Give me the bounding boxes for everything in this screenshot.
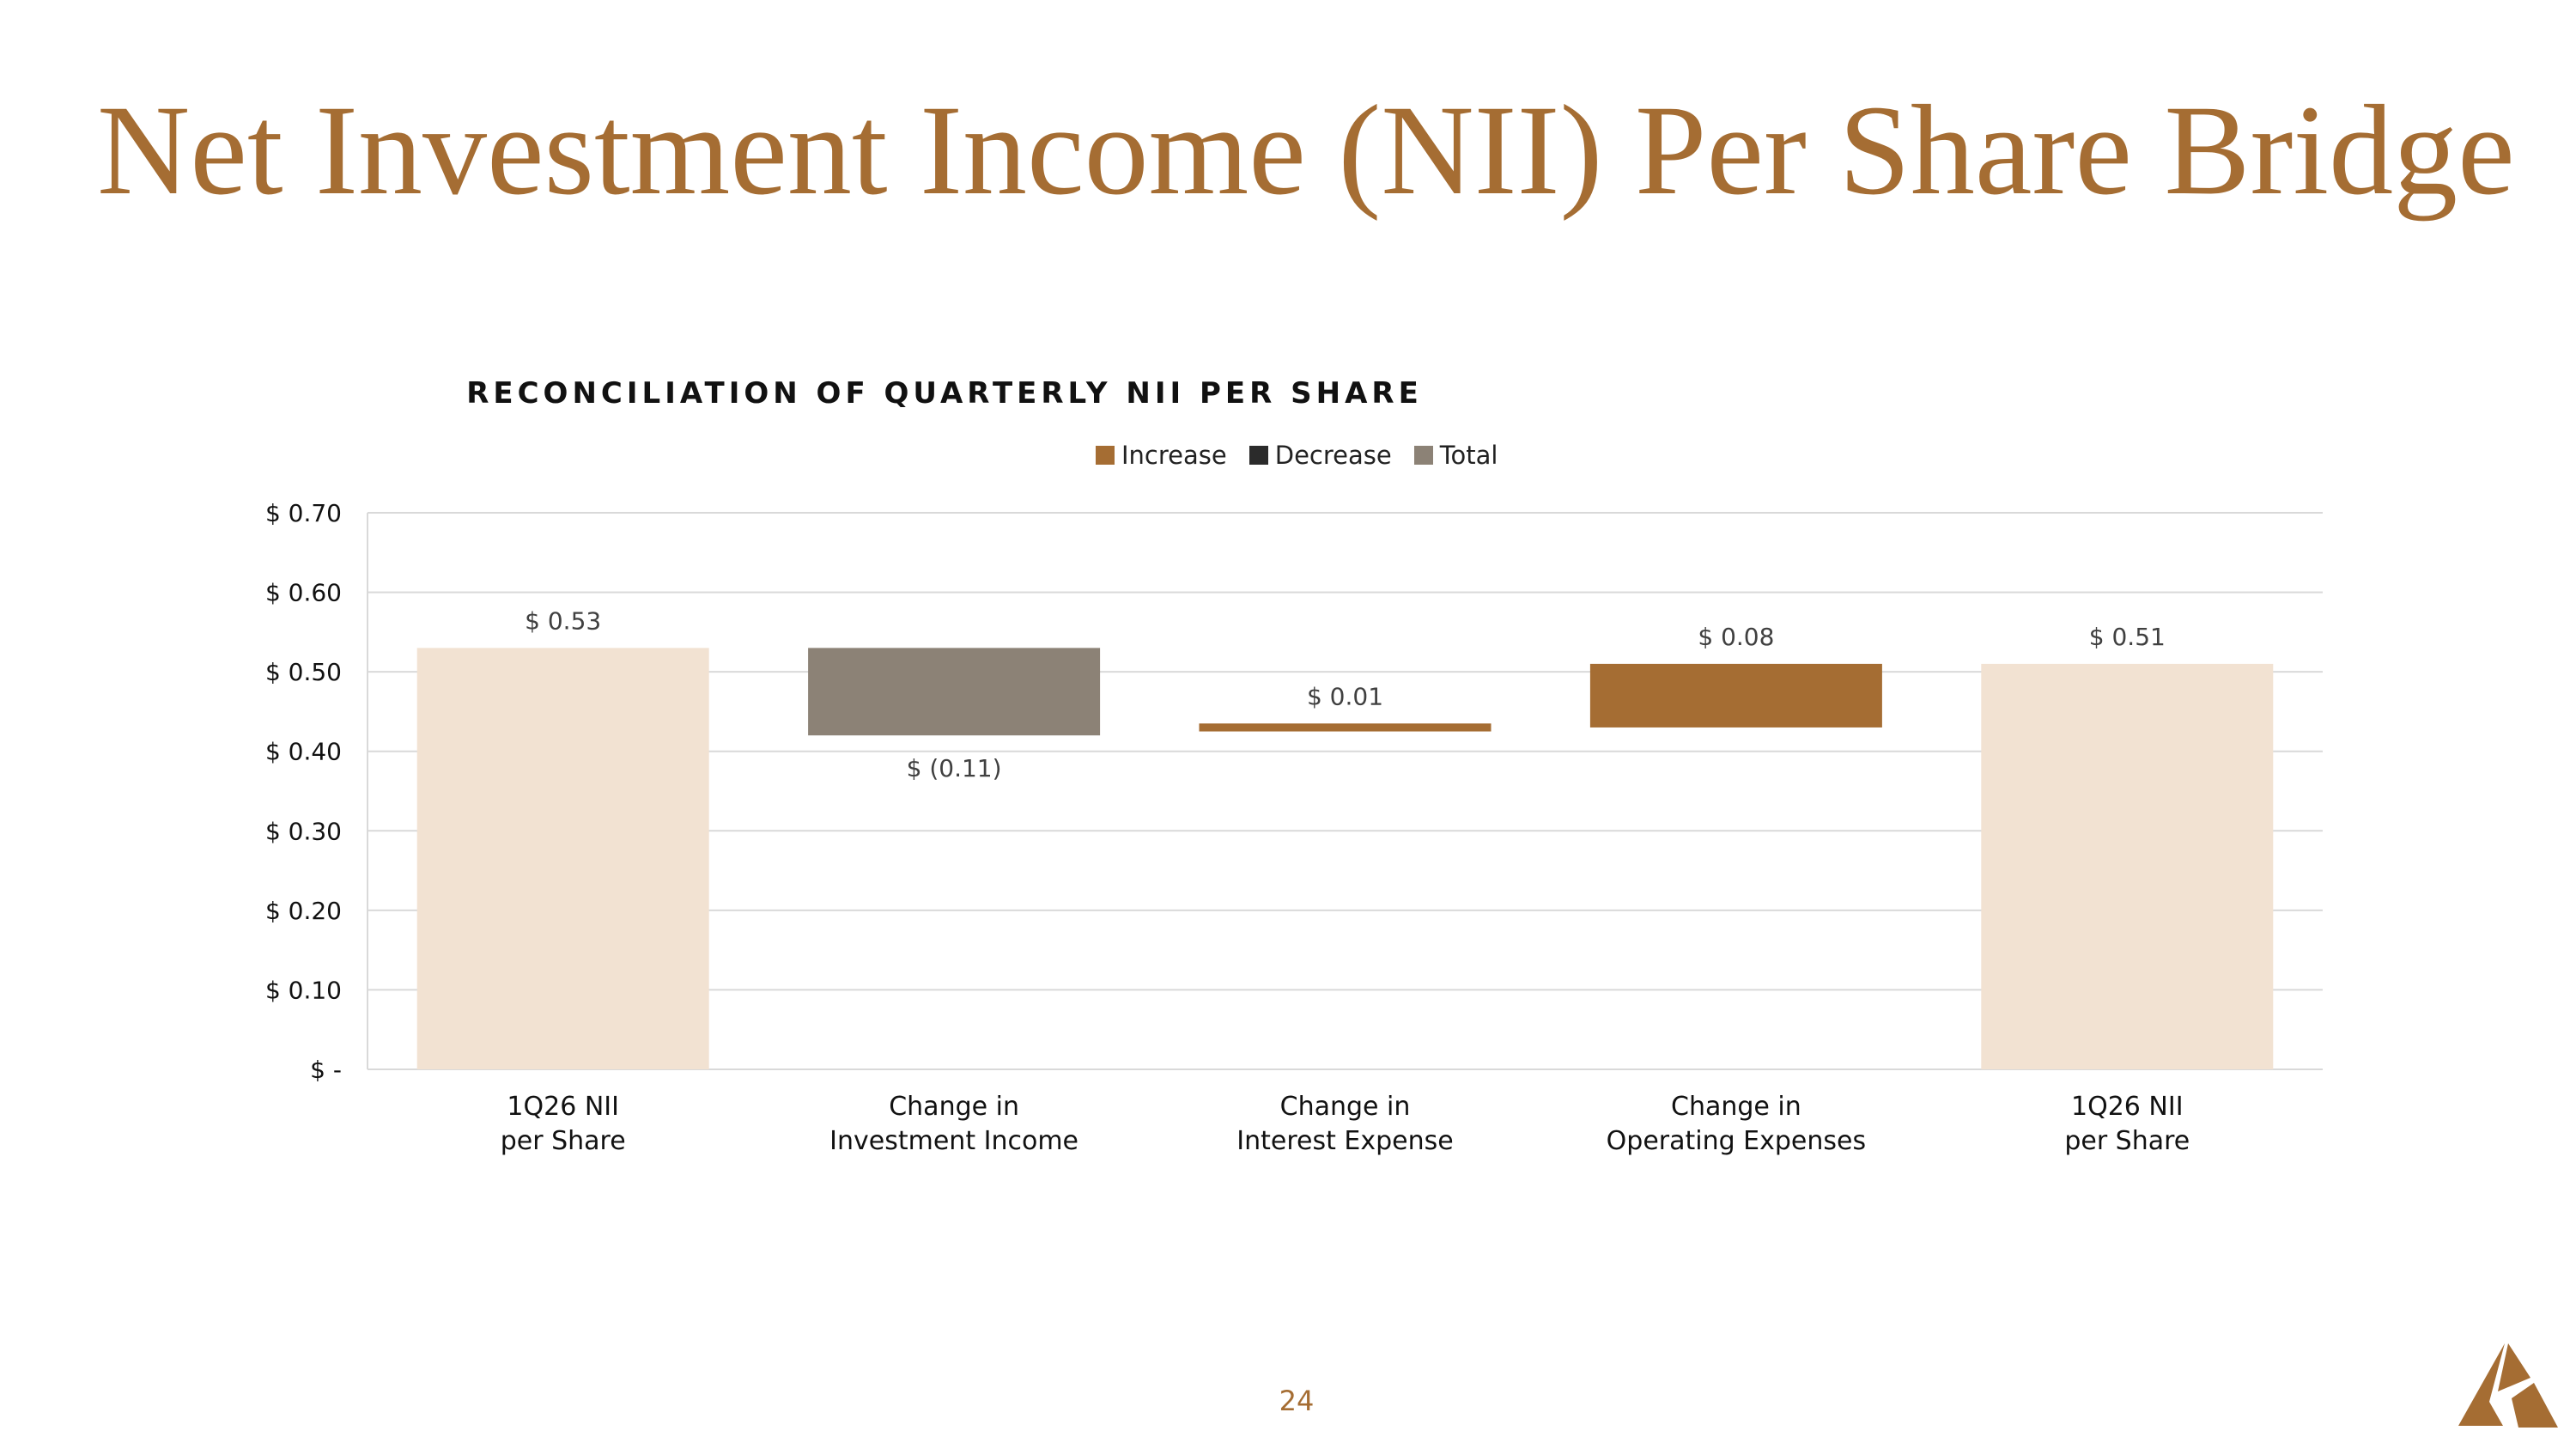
y-tick-label: $ 0.50 (265, 658, 342, 686)
bar (1199, 723, 1492, 732)
bar (1589, 663, 1882, 728)
legend-label-total: Total (1439, 441, 1498, 470)
data-label: $ 0.53 (525, 606, 601, 635)
page-number: 24 (1279, 1385, 1315, 1417)
legend-label-increase: Increase (1121, 441, 1227, 470)
y-tick-label: $ 0.10 (265, 976, 342, 1004)
legend-item-decrease: Decrease (1249, 441, 1392, 470)
waterfall-chart: $ 0.70 $ 0.60 $ 0.50 $ 0.40 $ 0.30 $ 0.20 $ 0.… (265, 499, 2323, 1156)
x-category-label: per Share (2064, 1126, 2190, 1156)
y-tick-label: $ 0.20 (265, 897, 342, 925)
legend-item-increase: Increase (1096, 441, 1227, 470)
data-label: $ 0.51 (2089, 623, 2166, 651)
data-label: $ 0.01 (1307, 682, 1383, 710)
x-category-label: per Share (501, 1126, 626, 1156)
x-category-label: 1Q26 NII (507, 1092, 619, 1122)
x-category-label: Operating Expenses (1607, 1126, 1866, 1156)
y-tick-label: $ 0.40 (265, 738, 342, 766)
slide-title: Net Investment Income (NII) Per Share Br… (97, 79, 2515, 222)
y-tick-label: $ - (310, 1056, 342, 1084)
legend-swatch-increase (1096, 446, 1115, 465)
legend-swatch-total (1413, 446, 1433, 465)
x-category-label: Investment Income (829, 1126, 1078, 1156)
x-category-label: Change in (1671, 1092, 1801, 1122)
y-tick-label: $ 0.30 (265, 817, 342, 845)
bar (416, 648, 709, 1069)
x-category-label: Interest Expense (1236, 1126, 1453, 1156)
bar (808, 648, 1101, 736)
legend-item-total: Total (1413, 441, 1498, 470)
x-category-label: 1Q26 NII (2071, 1092, 2184, 1122)
x-category-label: Change in (1280, 1092, 1411, 1122)
data-label: $ 0.08 (1698, 623, 1774, 651)
x-category-label: Change in (889, 1092, 1019, 1122)
y-tick-label: $ 0.70 (265, 499, 342, 527)
triangle-logo-icon (2458, 1343, 2558, 1428)
chart-title: RECONCILIATION OF QUARTERLY NII PER SHAR… (466, 376, 1423, 411)
y-tick-label: $ 0.60 (265, 579, 342, 607)
legend-swatch-decrease (1249, 446, 1268, 465)
chart-legend: Increase Decrease Total (1096, 438, 1498, 472)
legend-label-decrease: Decrease (1274, 441, 1392, 470)
bar (1981, 663, 2274, 1069)
data-label: $ (0.11) (907, 754, 1002, 782)
